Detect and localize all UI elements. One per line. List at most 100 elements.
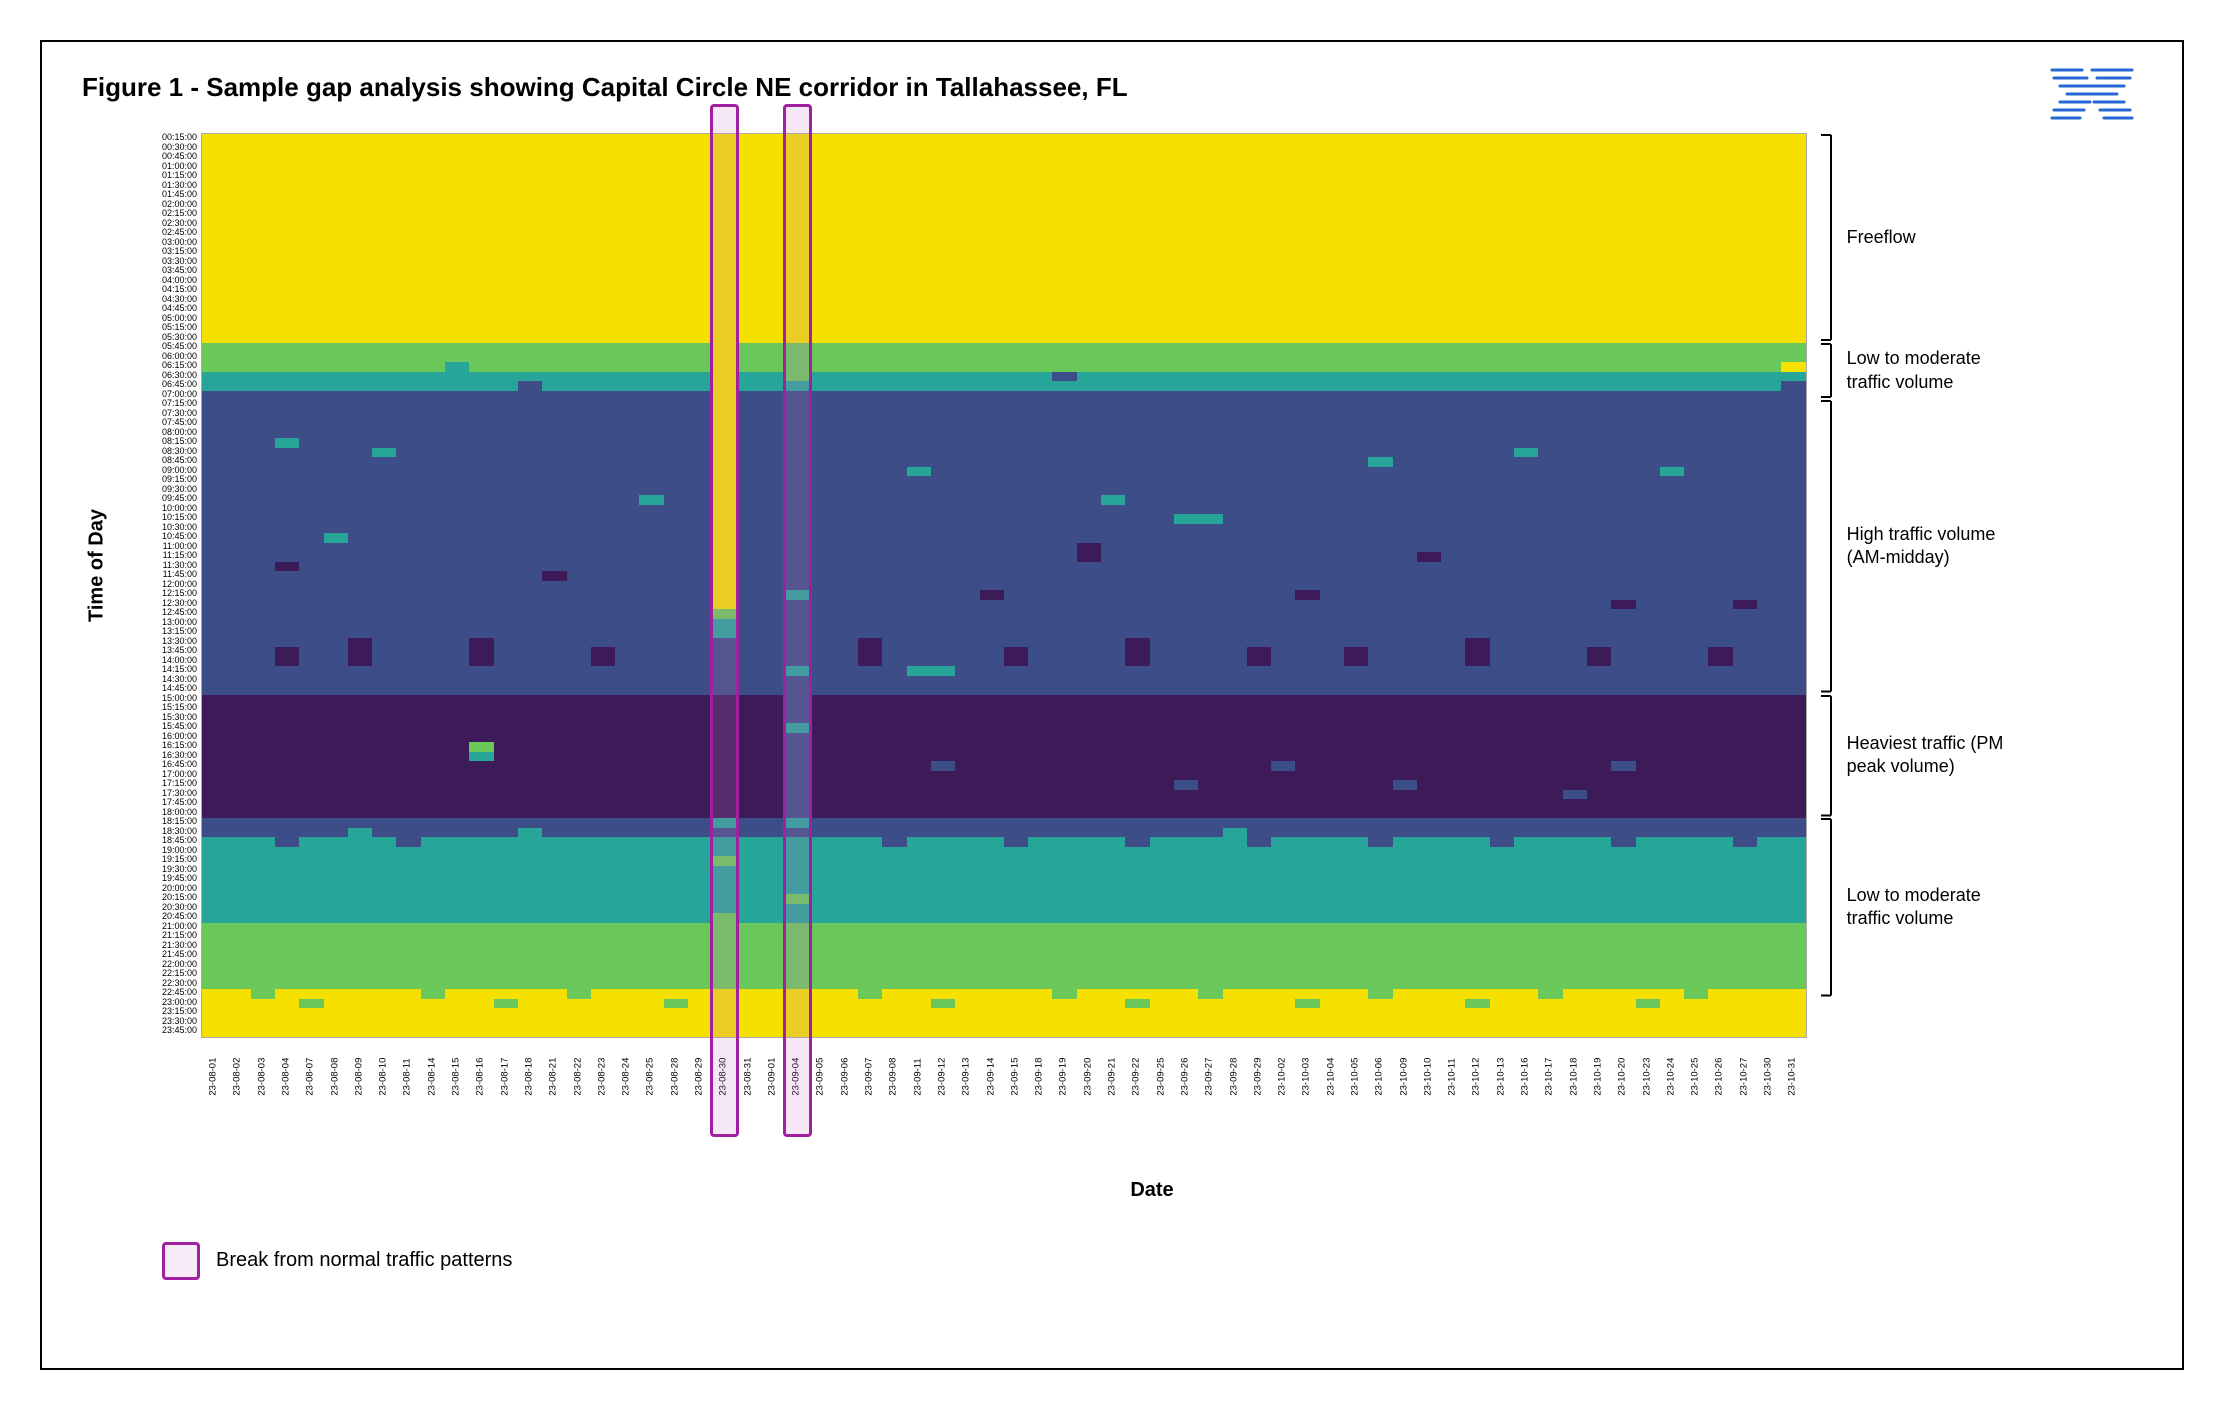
- heatmap-cell: [1757, 628, 1781, 638]
- heatmap-cell: [469, 562, 493, 572]
- heatmap-cell: [980, 695, 1004, 705]
- heatmap-cell: [688, 239, 712, 249]
- heatmap-cell: [664, 476, 688, 486]
- heatmap-cell: [1150, 657, 1174, 667]
- heatmap-cell: [494, 191, 518, 201]
- heatmap-cell: [1465, 552, 1489, 562]
- heatmap-cell: [1125, 695, 1149, 705]
- heatmap-cell: [226, 771, 250, 781]
- heatmap-cell: [1417, 809, 1441, 819]
- heatmap-cell: [980, 476, 1004, 486]
- heatmap-cell: [1757, 229, 1781, 239]
- heatmap-cell: [1125, 134, 1149, 144]
- heatmap-cell: [1636, 733, 1660, 743]
- heatmap-cell: [202, 467, 226, 477]
- heatmap-cell: [348, 410, 372, 420]
- heatmap-cell: [299, 201, 323, 211]
- heatmap-cell: [1563, 799, 1587, 809]
- heatmap-cell: [1684, 524, 1708, 534]
- heatmap-cell: [1052, 533, 1076, 543]
- heatmap-cell: [1684, 372, 1708, 382]
- heatmap-cell: [1611, 828, 1635, 838]
- heatmap-cell: [1441, 742, 1465, 752]
- heatmap-cell: [518, 258, 542, 268]
- heatmap-cell: [1708, 685, 1732, 695]
- heatmap-cell: [1295, 267, 1319, 277]
- heatmap-cell: [251, 533, 275, 543]
- heatmap-cell: [226, 590, 250, 600]
- heatmap-cell: [931, 619, 955, 629]
- heatmap-cell: [1708, 467, 1732, 477]
- heatmap-cell: [761, 685, 785, 695]
- heatmap-cell: [275, 400, 299, 410]
- heatmap-cell: [1441, 286, 1465, 296]
- heatmap-cell: [1636, 486, 1660, 496]
- heatmap-cell: [1393, 267, 1417, 277]
- heatmap-cell: [1125, 419, 1149, 429]
- heatmap-cell: [348, 334, 372, 344]
- heatmap-cell: [1028, 723, 1052, 733]
- heatmap-cell: [1708, 524, 1732, 534]
- heatmap-cell: [348, 286, 372, 296]
- heatmap-cell: [445, 324, 469, 334]
- heatmap-cell: [1757, 334, 1781, 344]
- heatmap-cell: [396, 600, 420, 610]
- heatmap-cell: [1271, 362, 1295, 372]
- heatmap-cell: [1320, 381, 1344, 391]
- heatmap-cell: [202, 543, 226, 553]
- heatmap-cell: [1514, 695, 1538, 705]
- heatmap-cell: [202, 362, 226, 372]
- heatmap-cell: [1052, 723, 1076, 733]
- heatmap-cell: [1465, 676, 1489, 686]
- heatmap-cell: [785, 533, 809, 543]
- heatmap-cell: [348, 391, 372, 401]
- heatmap-cell: [1660, 391, 1684, 401]
- heatmap-cell: [469, 429, 493, 439]
- heatmap-cell: [1757, 220, 1781, 230]
- heatmap-cell: [1028, 391, 1052, 401]
- heatmap-cell: [1198, 201, 1222, 211]
- heatmap-cell: [1271, 182, 1295, 192]
- heatmap-cell: [1563, 267, 1587, 277]
- heatmap-cell: [809, 780, 833, 790]
- heatmap-cell: [567, 704, 591, 714]
- heatmap-cell: [639, 514, 663, 524]
- heatmap-cell: [1757, 248, 1781, 258]
- heatmap-cell: [834, 828, 858, 838]
- heatmap-cell: [1538, 495, 1562, 505]
- heatmap-cell: [712, 571, 736, 581]
- heatmap-cell: [275, 647, 299, 657]
- heatmap-cell: [542, 400, 566, 410]
- heatmap-cell: [809, 676, 833, 686]
- heatmap-cell: [1441, 628, 1465, 638]
- heatmap-cell: [761, 229, 785, 239]
- heatmap-cell: [1174, 239, 1198, 249]
- heatmap-cell: [542, 828, 566, 838]
- heatmap-cell: [1538, 239, 1562, 249]
- heatmap-cell: [1393, 514, 1417, 524]
- heatmap-cell: [1077, 201, 1101, 211]
- heatmap-cell: [226, 552, 250, 562]
- heatmap-cell: [639, 676, 663, 686]
- heatmap-cell: [639, 761, 663, 771]
- heatmap-cell: [421, 277, 445, 287]
- heatmap-cell: [615, 467, 639, 477]
- heatmap-cell: [1368, 505, 1392, 515]
- heatmap-cell: [299, 277, 323, 287]
- heatmap-cell: [1684, 353, 1708, 363]
- heatmap-cell: [542, 429, 566, 439]
- heatmap-cell: [1101, 790, 1125, 800]
- heatmap-cell: [1077, 258, 1101, 268]
- heatmap-cell: [1198, 495, 1222, 505]
- heatmap-cell: [1320, 543, 1344, 553]
- heatmap-cell: [542, 220, 566, 230]
- heatmap-cell: [421, 514, 445, 524]
- heatmap-cell: [809, 210, 833, 220]
- heatmap-cell: [1465, 638, 1489, 648]
- heatmap-cell: [1150, 163, 1174, 173]
- heatmap-cell: [1320, 343, 1344, 353]
- heatmap-cell: [737, 514, 761, 524]
- heatmap-cell: [1077, 267, 1101, 277]
- heatmap-cell: [1344, 381, 1368, 391]
- heatmap-cell: [1441, 761, 1465, 771]
